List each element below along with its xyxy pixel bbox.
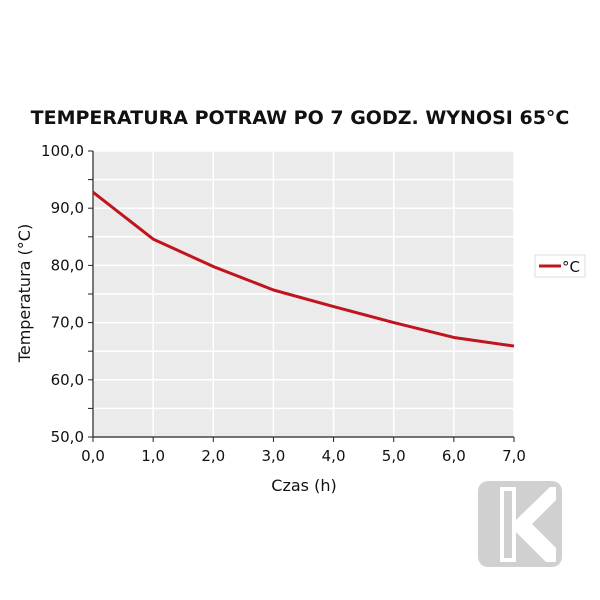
y-tick-label: 70,0 <box>51 314 84 332</box>
y-tick-label: 100,0 <box>41 142 84 160</box>
x-tick-label: 0,0 <box>81 447 105 465</box>
x-axis-label: Czas (h) <box>271 476 336 495</box>
y-tick-label: 60,0 <box>51 371 84 389</box>
axes <box>88 150 515 442</box>
legend-label: °C <box>562 258 580 276</box>
y-tick-label: 90,0 <box>51 199 84 217</box>
x-tick-label: 6,0 <box>442 447 466 465</box>
y-tick-label: 50,0 <box>51 428 84 446</box>
x-tick-label: 1,0 <box>141 447 165 465</box>
series <box>92 191 515 348</box>
legend: °C <box>534 254 586 278</box>
chart-title: TEMPERATURA POTRAW PO 7 GODZ. WYNOSI 65°… <box>31 107 570 129</box>
x-tick-label: 2,0 <box>201 447 225 465</box>
tick-labels: 50,0 60,0 70,0 80,0 90,0 100,0 0,0 1,0 2,0 3,0 4,0… <box>41 142 526 465</box>
x-tick-label: 3,0 <box>261 447 285 465</box>
x-tick-label: 5,0 <box>382 447 406 465</box>
k-logo <box>478 481 562 567</box>
gridlines <box>92 150 515 438</box>
series-line <box>92 191 515 348</box>
x-tick-label: 4,0 <box>322 447 346 465</box>
y-tick-label: 80,0 <box>51 256 84 274</box>
x-tick-label: 7,0 <box>502 447 526 465</box>
y-axis-label: Temperatura (°C) <box>15 224 34 363</box>
